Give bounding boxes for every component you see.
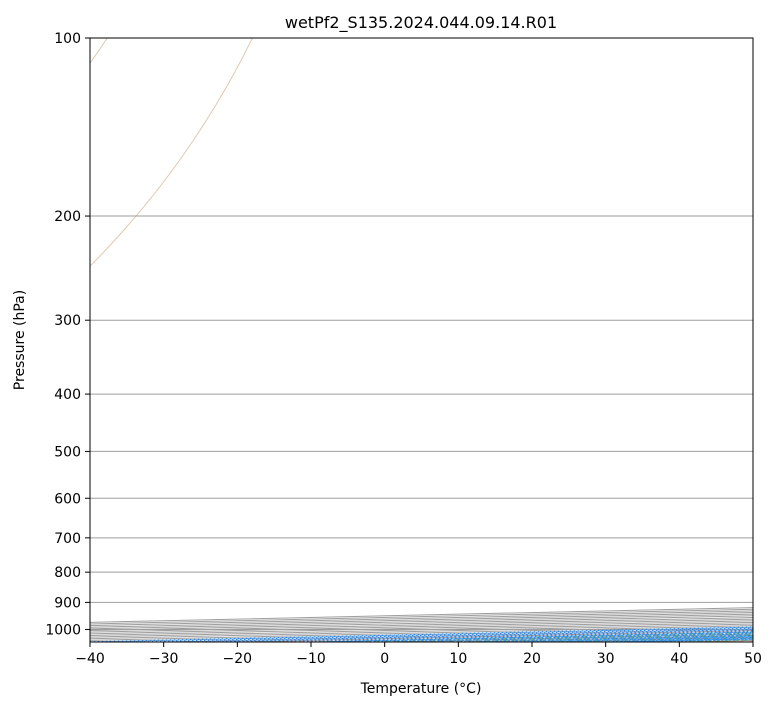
y-tick-label: 700	[54, 531, 81, 547]
x-tick-label: −10	[296, 651, 326, 667]
isotherm-line	[163, 628, 753, 642]
isotherm-line	[310, 631, 753, 642]
mixing-ratio-line	[90, 626, 753, 642]
moist-adiabat-line	[310, 631, 753, 642]
x-tick-label: 40	[670, 651, 688, 667]
moist-adiabat-line	[605, 638, 753, 642]
y-tick-label: 1000	[45, 622, 81, 638]
isotherm-line	[90, 620, 753, 636]
isotherm-line	[90, 618, 753, 635]
y-tick-label: 200	[54, 209, 81, 225]
chart-title: wetPf2_S135.2024.044.09.14.R01	[285, 13, 557, 33]
background-curve	[90, 38, 108, 64]
isotherm-line	[90, 612, 753, 628]
mixing-ratio-line	[131, 627, 753, 642]
x-tick-label: −30	[149, 651, 179, 667]
moist-adiabat-line	[495, 635, 753, 642]
y-tick-label: 800	[54, 565, 81, 581]
x-tick-label: 20	[523, 651, 541, 667]
y-tick-label: 300	[54, 313, 81, 329]
dry-adiabat-line	[188, 628, 753, 642]
isotherm-line	[752, 641, 753, 642]
x-tick-label: 0	[380, 651, 389, 667]
dry-adiabat-line	[711, 640, 753, 642]
moist-adiabat-line	[531, 636, 753, 642]
x-tick-label: 10	[449, 651, 467, 667]
moist-adiabat-line	[642, 638, 753, 642]
x-tick-label: −20	[223, 651, 253, 667]
y-axis-label: Pressure (hPa)	[12, 290, 28, 390]
isotherm-line	[90, 623, 753, 640]
isotherm-line	[458, 634, 753, 642]
y-tick-label: 600	[54, 491, 81, 507]
isotherm-line	[679, 639, 753, 642]
isotherm-line	[90, 616, 753, 633]
moist-adiabat-line	[458, 634, 753, 642]
x-tick-label: 50	[744, 651, 762, 667]
dry-adiabat-line	[412, 633, 753, 642]
isotherm-line	[90, 621, 753, 638]
y-tick-label: 100	[54, 31, 81, 47]
isotherm-line	[90, 607, 753, 623]
isotherm-line	[605, 638, 753, 642]
dry-adiabat-line	[562, 637, 753, 642]
dry-adiabat-line	[338, 631, 753, 642]
y-tick-label: 900	[54, 595, 81, 611]
mixing-ratio-line	[572, 637, 753, 642]
isotherm-line	[90, 610, 753, 627]
isotherm-line	[531, 636, 753, 642]
isotherm-line	[90, 625, 753, 641]
y-tick-label: 400	[54, 387, 81, 403]
plot-area: 0.10.20.40.611.52346810131620253036-100-…	[90, 38, 753, 642]
isotherm-line	[384, 633, 753, 642]
axis-ticks: −40 −30 −20 −10 0 10 20 30 40 50 100 200 300 400 500 60…	[45, 31, 762, 667]
dry-adiabat-line	[636, 638, 753, 642]
isotherm-line	[90, 615, 753, 632]
moist-adiabat-line	[679, 639, 753, 642]
x-axis-label: Temperature (°C)	[360, 681, 482, 697]
y-tick-label: 500	[54, 444, 81, 460]
moist-adiabat-line	[384, 633, 753, 642]
isotherm-line	[90, 613, 753, 630]
background-curve	[90, 38, 253, 267]
x-tick-label: 30	[597, 651, 615, 667]
dry-adiabat-line	[487, 635, 753, 642]
dry-adiabat-line	[263, 630, 753, 642]
moist-adiabat-line	[421, 633, 753, 642]
plot-frame	[89, 37, 754, 643]
x-tick-label: −40	[75, 651, 105, 667]
isotherm-line	[237, 630, 753, 642]
moist-adiabat-line	[347, 632, 753, 642]
isotherm-line	[90, 626, 753, 642]
moist-adiabat-line	[568, 637, 753, 642]
isotherm-line	[90, 608, 753, 625]
